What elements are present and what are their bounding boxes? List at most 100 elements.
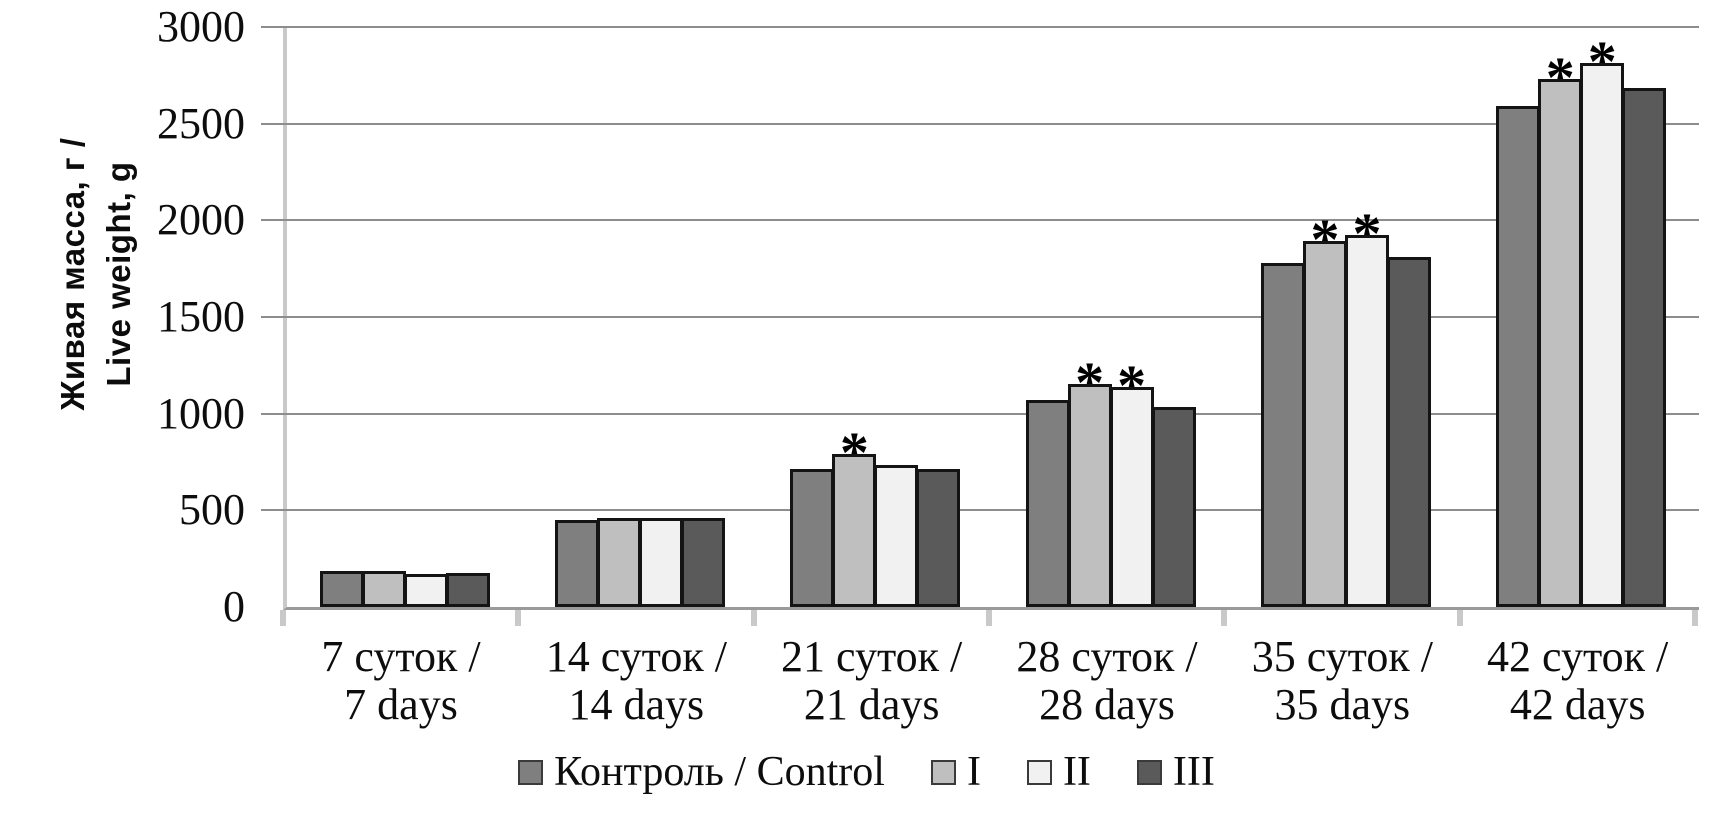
legend-item: Контроль / Control (518, 748, 885, 796)
bar (832, 454, 877, 607)
bar-slot (1622, 88, 1667, 607)
y-tick (261, 26, 283, 28)
significance-asterisk: * (1075, 350, 1105, 415)
y-tick (261, 509, 283, 512)
legend-item: III (1136, 748, 1215, 796)
bar (445, 573, 490, 607)
y-tick-label: 1000 (157, 388, 245, 438)
x-tick (750, 610, 757, 626)
y-tick (261, 122, 283, 125)
x-tick (1692, 610, 1698, 626)
gridline (265, 122, 1699, 125)
significance-asterisk: * (1352, 201, 1382, 266)
bar-slot: * (1067, 350, 1112, 607)
gridline (265, 412, 1699, 415)
legend-item: I (930, 748, 981, 796)
bar (874, 465, 919, 607)
x-tick (1456, 610, 1463, 626)
bar-group: * * (993, 27, 1228, 607)
x-axis-label: 42 суток /42 days (1460, 633, 1696, 729)
y-tick-label: 500 (179, 485, 245, 535)
x-axis-label-ru: 21 суток / (781, 632, 963, 681)
bar-slot (1386, 257, 1431, 607)
legend-swatch (518, 759, 544, 785)
significance-asterisk: * (1545, 45, 1575, 110)
significance-asterisk: * (1587, 29, 1617, 94)
bar-slot: * (832, 420, 877, 607)
bar (1260, 263, 1305, 607)
bar-slot: * (1538, 45, 1583, 607)
bar-slot (1260, 263, 1305, 607)
legend-swatch (1026, 759, 1052, 785)
bar (361, 571, 406, 607)
x-axis-label-ru: 14 суток / (545, 632, 727, 681)
y-tick (261, 412, 283, 415)
x-tick (280, 610, 286, 626)
bar-group (287, 27, 522, 607)
gridline (265, 316, 1699, 318)
bar (680, 518, 725, 607)
y-tick (261, 219, 283, 222)
bar-slot (554, 520, 599, 607)
y-tick-label: 0 (223, 582, 245, 631)
legend-label: Контроль / Control (554, 749, 885, 795)
significance-asterisk: * (1117, 353, 1147, 418)
bar (554, 520, 599, 607)
x-axis-label: 28 суток /28 days (989, 633, 1225, 729)
gridline (265, 219, 1699, 222)
gridline (265, 509, 1699, 512)
bar-group: * * (1464, 27, 1699, 607)
bar (790, 469, 835, 607)
y-tick-label: 3000 (157, 2, 245, 51)
legend-label: II (1062, 749, 1091, 795)
x-axis-label-ru: 42 суток / (1487, 632, 1669, 681)
bar-group (522, 27, 757, 607)
x-axis-label-en: 14 days (568, 680, 705, 729)
x-axis-label: 14 суток /14 days (518, 633, 754, 729)
x-axis-label-en: 28 days (1039, 680, 1175, 729)
x-axis-label-en: 7 days (344, 680, 458, 729)
x-tick (986, 610, 992, 626)
significance-asterisk: * (839, 420, 869, 485)
bar-slot (874, 465, 919, 607)
x-axis-label: 35 суток /35 days (1224, 633, 1460, 729)
bar (319, 571, 364, 607)
bar-slot (403, 574, 448, 607)
bar-slot (1025, 400, 1070, 607)
x-axis-label-en: 35 days (1274, 680, 1411, 729)
x-axis-label-en: 21 days (803, 680, 940, 729)
bar-slot (790, 469, 835, 607)
legend-item: II (1026, 748, 1091, 796)
y-tick (261, 316, 283, 318)
bar-groups-container: * * * * * * * (287, 27, 1699, 607)
bar (1496, 106, 1541, 607)
bar-slot (319, 571, 364, 607)
bar (1067, 384, 1112, 607)
legend-swatch (930, 759, 956, 785)
bar (1151, 407, 1196, 607)
bar (916, 469, 961, 607)
bar (1386, 257, 1431, 607)
x-axis-label-ru: 7 суток / (321, 632, 481, 681)
bar-slot: * (1302, 211, 1347, 607)
legend-label: III (1172, 749, 1215, 795)
bar-slot (1151, 407, 1196, 607)
bar (1622, 88, 1667, 607)
bar (1109, 387, 1154, 607)
plot-area: * * * * * * * (265, 26, 1699, 610)
x-axis-label: 21 суток /21 days (754, 633, 990, 729)
bar (1025, 400, 1070, 607)
y-tick-label: 2000 (157, 195, 245, 245)
bar-slot: * (1344, 201, 1389, 607)
bar (1538, 79, 1583, 607)
y-tick-label: 2500 (157, 98, 245, 148)
bar-slot (1496, 106, 1541, 607)
bar (1580, 63, 1625, 607)
bar (638, 518, 683, 607)
bar-group: * * (1228, 27, 1463, 607)
bar-slot: * (1580, 29, 1625, 607)
legend-swatch (1136, 759, 1162, 785)
bar-slot (638, 518, 683, 607)
legend-label: I (966, 749, 981, 795)
